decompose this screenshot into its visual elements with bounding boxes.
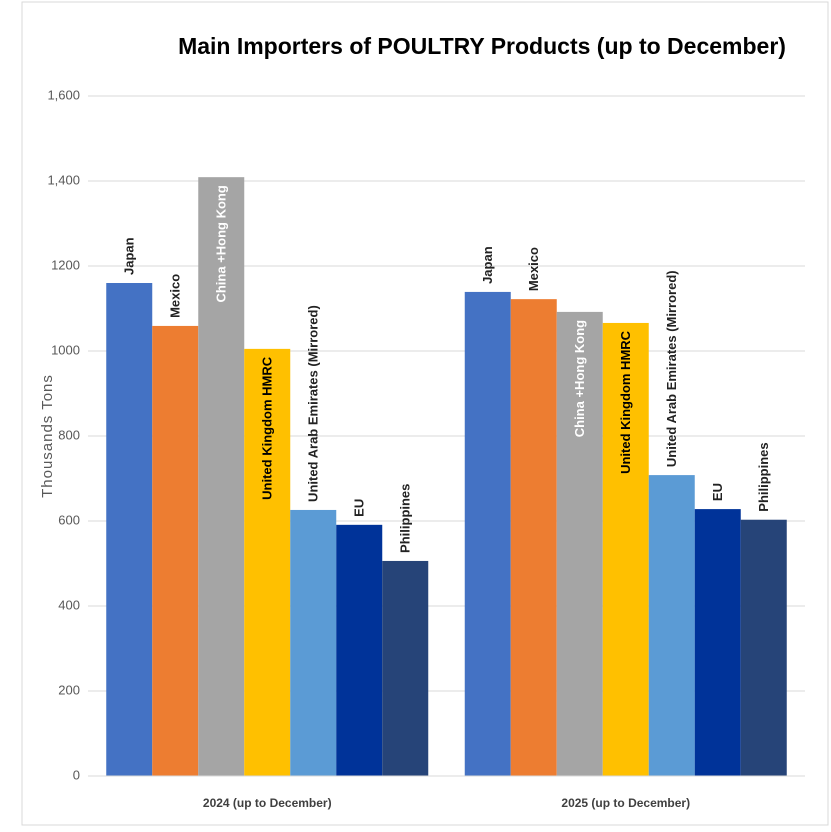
bar-label: EU bbox=[352, 499, 367, 517]
bar bbox=[510, 299, 557, 776]
bar-label: United Kingdom HMRC bbox=[260, 356, 275, 500]
bar-label: United Kingdom HMRC bbox=[618, 330, 633, 474]
bar-label: Mexico bbox=[168, 274, 183, 318]
y-tick-label: 200 bbox=[58, 682, 80, 697]
bar bbox=[648, 475, 695, 776]
bar bbox=[244, 348, 291, 776]
bar bbox=[556, 311, 603, 776]
bar bbox=[694, 509, 741, 776]
bar-label: Philippines bbox=[398, 484, 413, 553]
bar bbox=[602, 322, 649, 776]
bar bbox=[740, 519, 787, 776]
y-axis-title: Thousands Tons bbox=[39, 374, 56, 498]
y-tick-label: 600 bbox=[58, 512, 80, 527]
bar-label: Philippines bbox=[756, 442, 771, 511]
bar bbox=[464, 291, 511, 776]
bar bbox=[152, 325, 199, 776]
bar-label: China +Hong Kong bbox=[214, 185, 229, 302]
y-tick-label: 1,600 bbox=[47, 87, 80, 102]
bar-label: EU bbox=[710, 483, 725, 501]
bar-label: United Arab Emirates (Mirrored) bbox=[306, 305, 321, 502]
bar-label: Mexico bbox=[526, 247, 541, 291]
x-tick-label: 2024 (up to December) bbox=[203, 796, 332, 810]
y-tick-label: 1200 bbox=[51, 257, 80, 272]
y-tick-label: 1,400 bbox=[47, 172, 80, 187]
bar bbox=[382, 560, 429, 776]
bar-label: United Arab Emirates (Mirrored) bbox=[664, 270, 679, 467]
bar-label: Japan bbox=[480, 246, 495, 284]
chart-title: Main Importers of POULTRY Products (up t… bbox=[178, 33, 786, 59]
bar-label: China +Hong Kong bbox=[572, 320, 587, 437]
bar bbox=[290, 509, 337, 776]
y-tick-label: 400 bbox=[58, 597, 80, 612]
bar-label: Japan bbox=[122, 237, 137, 275]
x-tick-label: 2025 (up to December) bbox=[561, 796, 690, 810]
bar bbox=[106, 283, 153, 776]
y-tick-label: 1000 bbox=[51, 342, 80, 357]
y-tick-label: 0 bbox=[73, 767, 80, 782]
bar bbox=[198, 177, 245, 777]
y-tick-label: 800 bbox=[58, 427, 80, 442]
bar bbox=[336, 524, 383, 776]
